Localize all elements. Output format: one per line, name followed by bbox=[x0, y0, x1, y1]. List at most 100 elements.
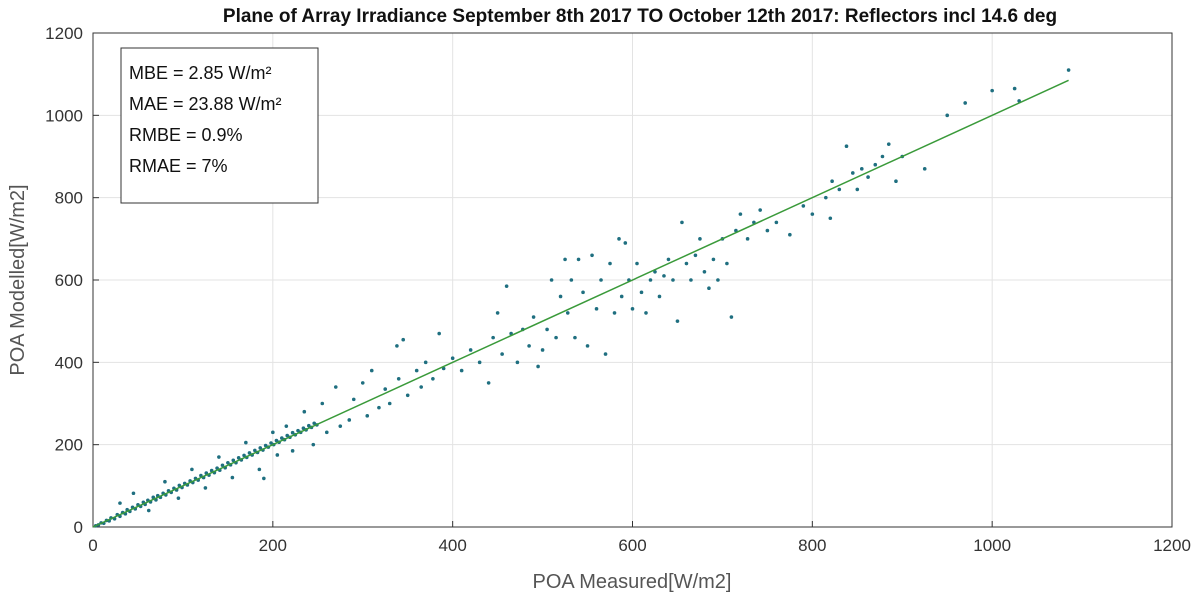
data-point bbox=[844, 144, 849, 149]
data-point bbox=[788, 232, 792, 237]
data-point bbox=[675, 319, 680, 323]
data-point bbox=[565, 311, 570, 315]
data-point bbox=[945, 113, 950, 118]
data-point bbox=[873, 162, 878, 167]
data-point bbox=[146, 508, 151, 513]
data-point bbox=[765, 228, 770, 233]
data-point bbox=[644, 311, 648, 315]
data-point bbox=[594, 307, 599, 311]
data-point bbox=[338, 424, 343, 428]
data-point bbox=[486, 381, 491, 385]
fit-line bbox=[92, 79, 1069, 528]
data-point bbox=[684, 261, 689, 266]
data-point bbox=[405, 393, 410, 398]
data-point bbox=[569, 278, 574, 282]
data-point bbox=[603, 352, 608, 356]
data-point bbox=[395, 344, 399, 348]
data-point bbox=[716, 278, 720, 282]
data-point bbox=[271, 430, 275, 435]
data-point bbox=[236, 456, 241, 460]
data-point bbox=[450, 356, 455, 361]
data-point bbox=[247, 451, 252, 455]
data-point bbox=[477, 360, 482, 365]
x-tick-label: 0 bbox=[88, 536, 97, 555]
data-point bbox=[990, 88, 994, 93]
data-point bbox=[217, 455, 221, 459]
data-point bbox=[599, 278, 603, 282]
data-point bbox=[284, 424, 289, 428]
x-tick-label: 600 bbox=[618, 536, 646, 555]
data-point bbox=[437, 331, 441, 336]
data-point bbox=[285, 433, 290, 438]
data-point bbox=[662, 274, 666, 278]
y-tick-label: 600 bbox=[55, 271, 83, 290]
data-point bbox=[590, 253, 594, 258]
data-point bbox=[312, 421, 316, 426]
data-point bbox=[801, 204, 806, 208]
data-point bbox=[296, 428, 300, 433]
data-point bbox=[396, 377, 401, 381]
axis-ticks: 0 200 400 600 800 1000 1200 0 200 400 600 800 1000 12… bbox=[45, 24, 1191, 555]
data-point bbox=[666, 257, 671, 262]
data-point bbox=[922, 167, 927, 171]
x-tick-label: 200 bbox=[259, 536, 287, 555]
data-point bbox=[549, 278, 554, 282]
data-point bbox=[290, 430, 295, 435]
data-point bbox=[324, 430, 329, 435]
data-point bbox=[894, 179, 898, 183]
data-point bbox=[500, 352, 504, 356]
y-tick-label: 800 bbox=[55, 189, 83, 208]
data-point bbox=[738, 212, 743, 216]
data-point bbox=[347, 418, 352, 422]
data-point bbox=[377, 405, 381, 410]
data-point bbox=[693, 253, 698, 258]
y-tick-label: 200 bbox=[55, 436, 83, 455]
data-point bbox=[263, 443, 268, 448]
data-point bbox=[176, 496, 181, 500]
data-point bbox=[280, 436, 284, 440]
data-point bbox=[698, 237, 702, 241]
data-point bbox=[231, 458, 236, 463]
data-point bbox=[274, 438, 279, 443]
data-point bbox=[617, 237, 621, 241]
data-point bbox=[1066, 68, 1071, 72]
data-point bbox=[311, 442, 316, 447]
data-point bbox=[536, 364, 540, 369]
data-point bbox=[558, 294, 563, 299]
stat-mbe: MBE = 2.85 W/m² bbox=[129, 63, 272, 83]
data-point bbox=[301, 426, 306, 431]
y-tick-label: 1200 bbox=[45, 24, 83, 43]
data-point bbox=[855, 187, 860, 192]
data-point bbox=[866, 175, 870, 179]
data-point bbox=[491, 335, 495, 340]
data-point bbox=[302, 409, 307, 414]
data-point bbox=[828, 216, 833, 221]
data-point bbox=[131, 491, 136, 496]
stat-rmae: RMAE = 7% bbox=[129, 156, 228, 176]
data-point bbox=[648, 278, 653, 282]
data-point bbox=[774, 220, 779, 225]
data-point bbox=[307, 423, 311, 428]
data-point bbox=[515, 360, 520, 365]
data-point bbox=[554, 335, 558, 340]
data-point bbox=[360, 381, 365, 385]
data-point bbox=[423, 360, 428, 365]
stats-box: MBE = 2.85 W/m² MAE = 23.88 W/m² RMBE = … bbox=[120, 47, 319, 204]
stats-box-frame bbox=[120, 47, 319, 204]
data-point bbox=[226, 460, 230, 465]
data-point bbox=[253, 448, 257, 453]
chart-title: Plane of Array Irradiance September 8th … bbox=[223, 6, 1057, 27]
data-point bbox=[495, 311, 500, 315]
data-point bbox=[635, 261, 639, 266]
data-point bbox=[531, 315, 536, 319]
data-point bbox=[262, 476, 266, 481]
data-point bbox=[351, 397, 356, 402]
data-point bbox=[540, 348, 545, 352]
data-point bbox=[504, 284, 509, 288]
data-point bbox=[729, 315, 734, 319]
data-point bbox=[275, 453, 280, 457]
data-point bbox=[242, 453, 246, 458]
x-tick-label: 800 bbox=[798, 536, 826, 555]
data-point bbox=[680, 220, 684, 225]
data-point bbox=[244, 440, 248, 445]
